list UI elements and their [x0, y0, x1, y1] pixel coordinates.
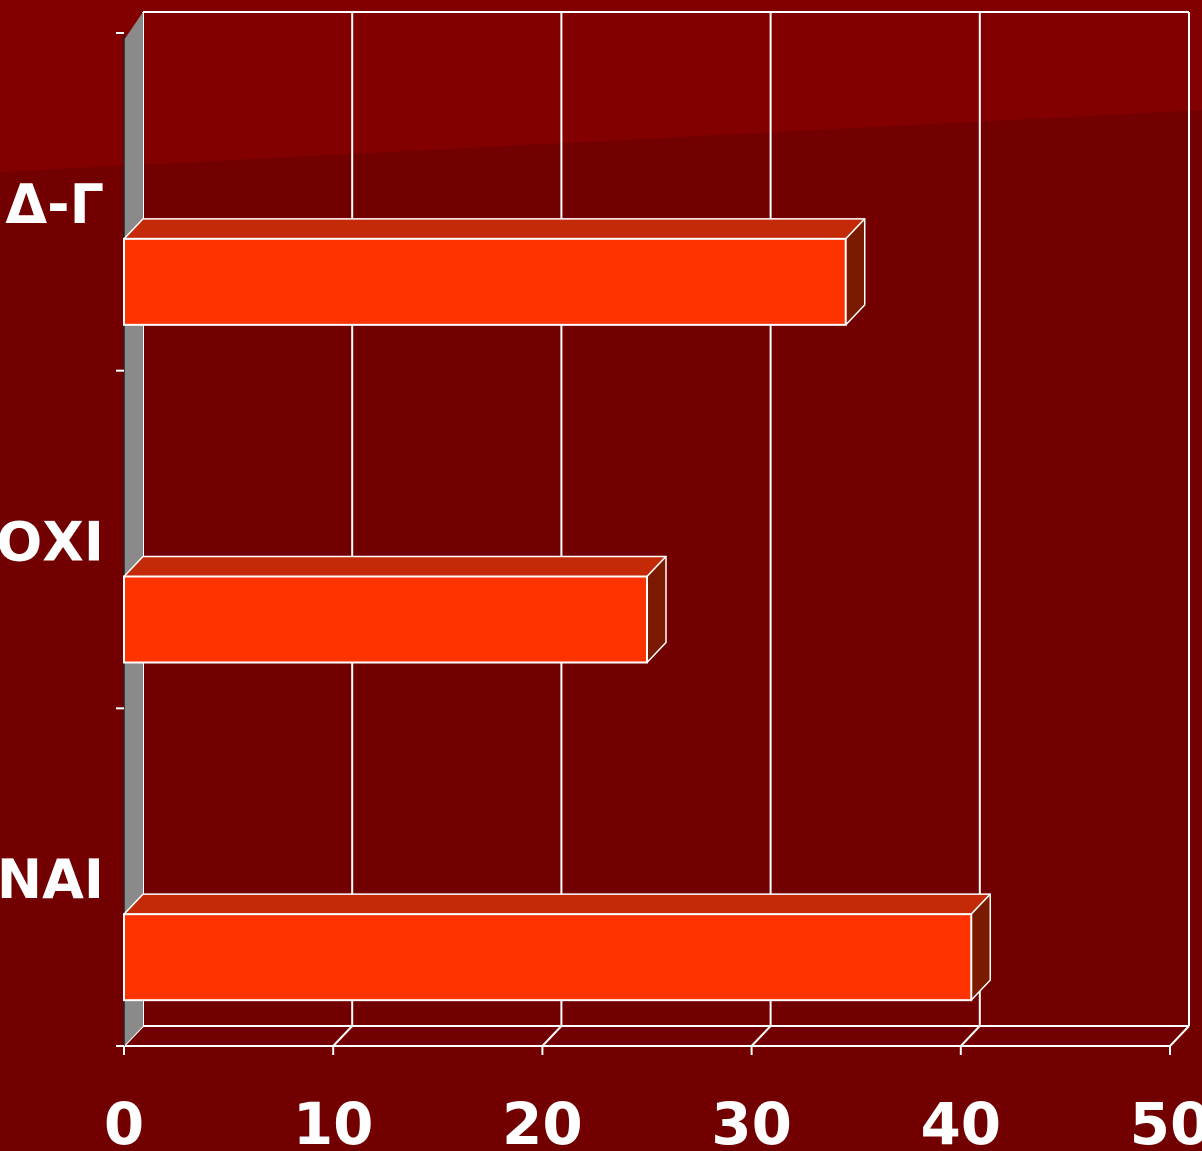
floor-diagonal-5	[1169, 1025, 1190, 1047]
y-tick-label-0: Δ-Γ	[5, 173, 104, 236]
bar-front-1	[123, 575, 648, 664]
x-tick-label-4: 40	[920, 1090, 1001, 1151]
chart-labels: Δ-Γ ΟΧΙ ΝΑΙ 0 10 20 30 40 50	[0, 173, 1202, 1151]
bar-top-1	[123, 555, 667, 578]
x-tick-label-2: 20	[502, 1090, 583, 1151]
floor-diagonal-1	[332, 1025, 353, 1047]
chart-background	[0, 0, 1202, 172]
x-tick-label-0: 0	[104, 1090, 144, 1151]
x-tick-label-5: 50	[1130, 1090, 1202, 1151]
floor-diagonal-4	[960, 1025, 981, 1047]
x-tick-label-3: 30	[711, 1090, 792, 1151]
side-wall	[124, 12, 143, 1046]
floor-diagonal-3	[750, 1025, 772, 1047]
y-tick-label-2: ΝΑΙ	[0, 848, 104, 911]
background-highlight	[0, 0, 1202, 172]
bar-front-2	[123, 913, 973, 1002]
chart-gridlines	[123, 12, 1190, 1047]
bar-top-0	[123, 218, 866, 240]
chart-bars	[123, 218, 992, 1002]
y-tick-label-1: ΟΧΙ	[0, 511, 104, 574]
x-tick-label-1: 10	[293, 1090, 374, 1151]
bar-front-0	[123, 237, 847, 326]
bar-top-2	[123, 893, 992, 915]
floor-diagonal-2	[541, 1025, 563, 1047]
